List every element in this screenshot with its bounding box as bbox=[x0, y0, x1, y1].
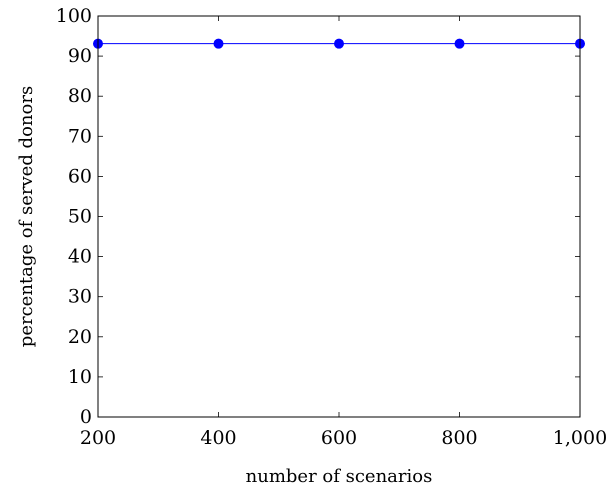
y-tick-label: 70 bbox=[68, 125, 92, 147]
y-axis-ticks: 0 10 20 30 40 50 60 70 80 90 100 bbox=[56, 5, 580, 428]
data-point bbox=[213, 38, 224, 49]
y-tick-label: 80 bbox=[68, 85, 92, 107]
y-tick-label: 50 bbox=[68, 206, 92, 228]
y-tick-label: 30 bbox=[68, 286, 92, 308]
plot-area-frame bbox=[97, 15, 581, 418]
x-tick-label: 400 bbox=[200, 427, 236, 449]
y-tick-label: 0 bbox=[80, 406, 92, 428]
y-tick-label: 60 bbox=[68, 165, 92, 187]
x-tick-label: 200 bbox=[80, 427, 116, 449]
y-tick-label: 40 bbox=[68, 246, 92, 268]
y-tick-label: 100 bbox=[56, 5, 92, 27]
x-tick-label: 800 bbox=[441, 427, 477, 449]
y-axis-label: percentage of served donors bbox=[16, 86, 37, 347]
x-axis-ticks: 200 400 600 800 1,000 bbox=[80, 16, 607, 449]
x-tick-label: 1,000 bbox=[553, 427, 607, 449]
y-tick-label: 90 bbox=[68, 45, 92, 67]
data-point bbox=[454, 38, 465, 49]
data-point bbox=[334, 38, 344, 49]
y-tick-label: 20 bbox=[68, 326, 92, 348]
series-group bbox=[93, 38, 585, 49]
y-tick-label: 10 bbox=[68, 366, 92, 388]
x-axis-label: number of scenarios bbox=[246, 466, 433, 487]
x-tick-label: 600 bbox=[321, 427, 357, 449]
